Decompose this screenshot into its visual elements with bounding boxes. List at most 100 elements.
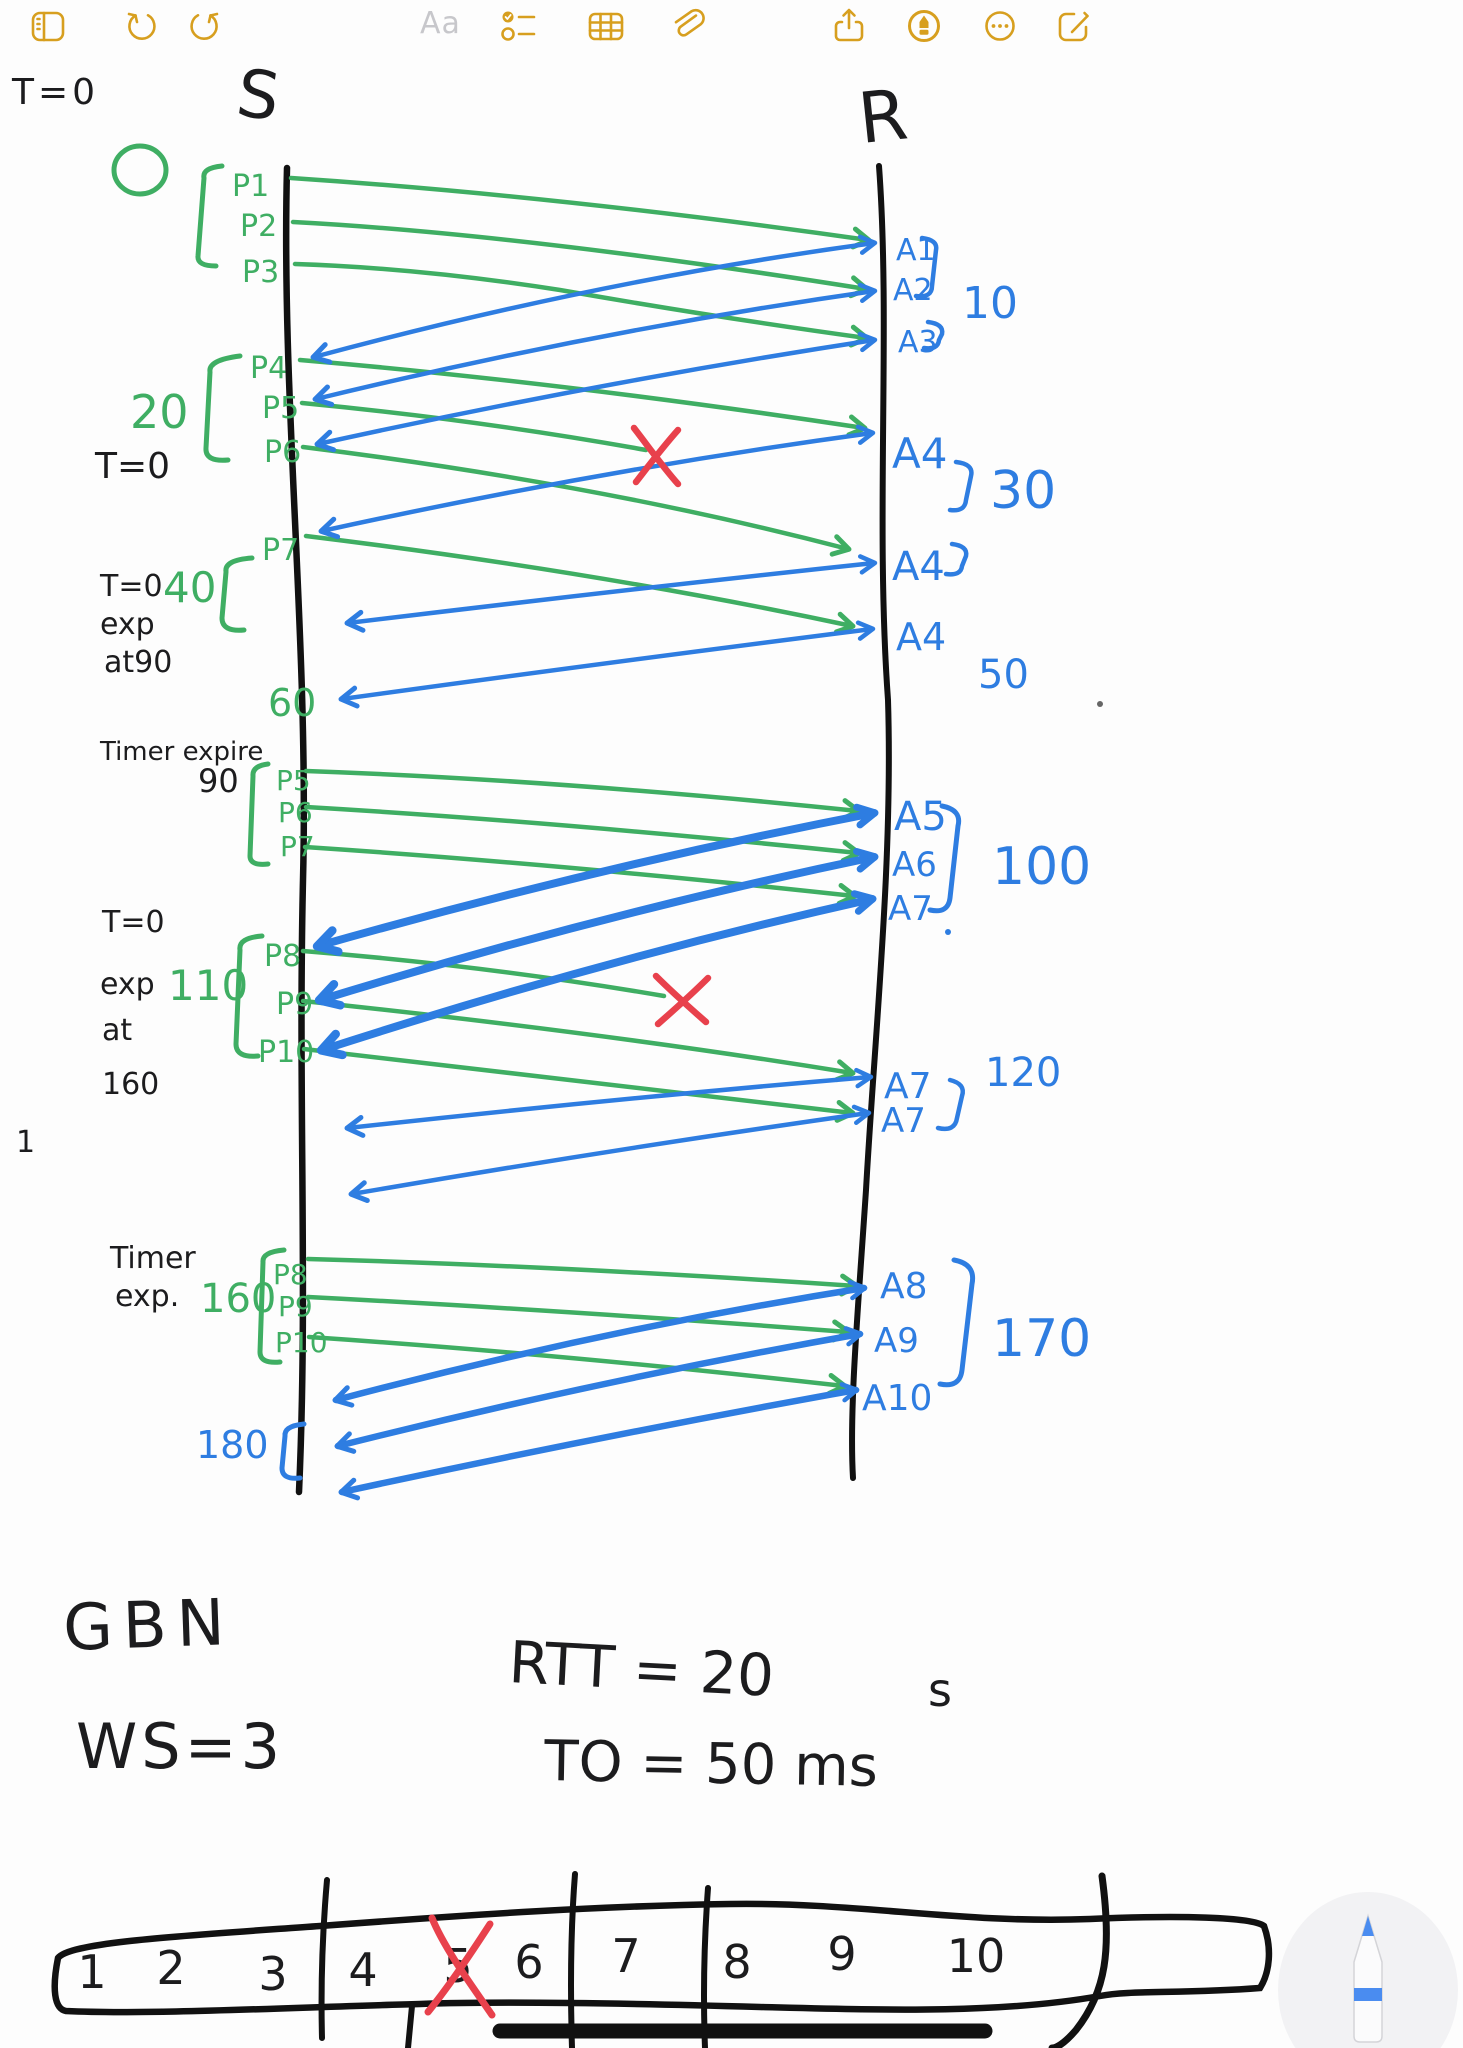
ruler-number-3: 3 (258, 1947, 287, 2001)
checklist-icon[interactable] (499, 6, 539, 46)
send-time-20: 20 (130, 385, 189, 439)
ack-label-a4c: A4 (896, 615, 946, 659)
pencil-tool-button[interactable] (1278, 1892, 1458, 2048)
note-t0-at-20: T=0 (94, 446, 170, 487)
note-timer-110-line4: 160 (102, 1067, 159, 1102)
compose-icon[interactable] (1054, 6, 1094, 46)
packet-arrow-p9 (300, 998, 856, 1083)
table-icon[interactable] (586, 6, 626, 46)
ruler-numbers: 1 2 3 4 5 6 7 8 9 10 (77, 1927, 1005, 2001)
send-time-160: 160 (200, 1276, 276, 1322)
share-icon[interactable] (829, 6, 869, 46)
markup-icon[interactable] (904, 6, 944, 46)
ruler-number-6: 6 (514, 1935, 543, 1989)
recv-time-50: 50 (978, 652, 1029, 698)
undo-icon[interactable] (121, 6, 161, 46)
send-time-40: 40 (163, 563, 216, 612)
packet-label-p6: P6 (264, 435, 301, 470)
loss-x-p8 (652, 972, 712, 1028)
packet-label-p5: P5 (262, 391, 299, 426)
bracket-ack-a4b (943, 541, 969, 577)
note-timer-110-line3: at (102, 1013, 132, 1048)
packet-label-p8: P8 (264, 939, 301, 974)
recv-time-30: 30 (990, 461, 1056, 521)
ruler-stub (405, 2003, 415, 2048)
ack-arrow-a7c (348, 1104, 872, 1204)
ack-arrow-a4c (338, 620, 876, 709)
note-timer-110-line1: T=0 (101, 905, 165, 940)
pencil-body (1353, 1913, 1383, 2043)
stray-dot (1097, 701, 1103, 707)
ruler-number-10: 10 (947, 1929, 1006, 1983)
ruler-divider-4 (1048, 1872, 1110, 2048)
recv-time-120: 120 (985, 1050, 1061, 1096)
ack-label-a4b: A4 (892, 544, 945, 590)
time-mark-60: 60 (268, 681, 316, 725)
note-timer-160-line1: Timer (109, 1241, 196, 1276)
bracket-group5 (233, 933, 265, 1059)
packet-label-p10: P10 (258, 1035, 314, 1070)
packet-arrow-p4 (297, 357, 868, 438)
ruler-divider-1 (318, 1877, 330, 2041)
recv-time-10: 10 (962, 278, 1018, 329)
sidebar-icon[interactable] (28, 6, 68, 46)
ruler-number-8: 8 (722, 1935, 751, 1989)
ruler-number-2: 2 (156, 1941, 185, 1995)
recv-time-170: 170 (992, 1309, 1091, 1369)
packet-arrow-p7-retx (302, 844, 858, 906)
receiver-label: R (855, 73, 912, 160)
note-timer-40-line1: T=0 (99, 569, 163, 604)
toolbar: Aa (0, 0, 1463, 52)
ack-arrows (310, 234, 879, 1501)
ruler-number-9: 9 (827, 1927, 856, 1981)
rtt-unit-label: s (928, 1663, 952, 1717)
format-button[interactable]: Aa (420, 6, 461, 41)
packet-label-p10-retx: P10 (275, 1326, 328, 1359)
packet-label-p9: P9 (276, 987, 313, 1022)
redo-icon[interactable] (185, 6, 225, 46)
ack-label-a7: A7 (888, 889, 933, 929)
ruler-outline (51, 1900, 1273, 2016)
ack-label-a5: A5 (894, 794, 947, 840)
pencil-tip (1362, 1916, 1374, 1936)
ack-arrow-a10 (338, 1382, 860, 1501)
bracket-180 (279, 1421, 307, 1481)
loss-marks (630, 424, 712, 1028)
ack-label-a7b: A7 (884, 1066, 932, 1107)
bracket-group3 (219, 555, 255, 633)
loss-x-seq5 (424, 1914, 496, 2019)
ack-label-a6: A6 (892, 845, 937, 885)
packet-arrow-p1 (288, 175, 872, 250)
ack-arrow-a7 (316, 890, 877, 1060)
ruler-divider-2 (568, 1871, 578, 2048)
note-timer-40-line2: exp (100, 607, 155, 642)
ack-arrow-a4 (318, 424, 876, 540)
packet-label-p3: P3 (242, 255, 279, 290)
packet-label-p2: P2 (240, 209, 277, 244)
ack-arrow-a5 (312, 803, 879, 956)
packet-label-p7: P7 (262, 533, 299, 568)
ink-dot (945, 929, 951, 935)
packet-label-p1: P1 (232, 169, 269, 204)
bracket-acks-120 (935, 1077, 965, 1132)
ack-label-a4: A4 (892, 429, 947, 478)
attachment-icon[interactable] (666, 6, 706, 46)
ack-label-a9: A9 (874, 1321, 919, 1361)
packet-arrow-p7 (303, 533, 856, 635)
bracket-acks-10 (913, 235, 939, 299)
ack-label-a3: A3 (898, 325, 938, 360)
packet-label-p6-retx: P6 (278, 796, 313, 829)
ack-label-a8: A8 (880, 1266, 928, 1307)
note-timer-160-line2: exp. (115, 1279, 179, 1314)
sender-label: S (232, 54, 284, 136)
note-timer-40-line3: at90 (104, 645, 172, 680)
note-timer-110-line2: exp (100, 967, 155, 1002)
packet-arrow-p6 (300, 444, 852, 557)
time-zero-label: T=0 (11, 72, 99, 113)
more-icon[interactable] (980, 6, 1020, 46)
sender-timeline (282, 164, 308, 1496)
packet-arrow-p8-retx (305, 1256, 860, 1297)
ack-label-a7c: A7 (881, 1101, 926, 1141)
